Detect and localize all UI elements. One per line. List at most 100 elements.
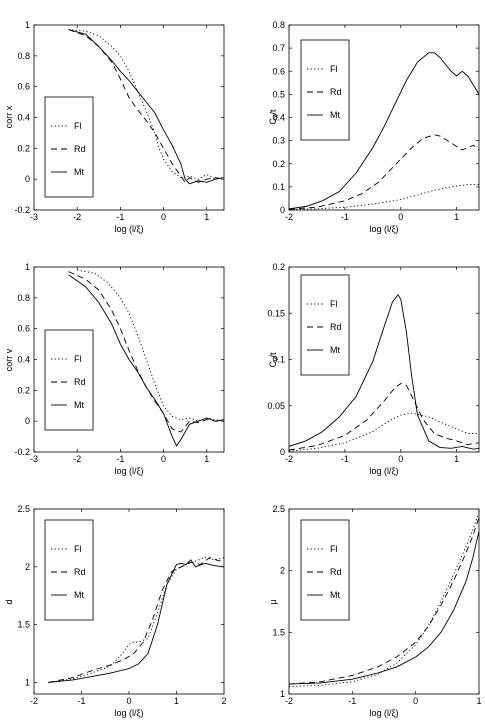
y-tick-label: 0 bbox=[280, 205, 285, 215]
x-axis-label: log (l/ξ) bbox=[114, 708, 143, 718]
x-tick-label: -2 bbox=[30, 696, 38, 706]
x-tick-label: 1 bbox=[174, 696, 179, 706]
y-tick-label: 0.8 bbox=[17, 51, 30, 61]
y-tick-label: 1 bbox=[25, 20, 30, 30]
series-group bbox=[289, 52, 479, 210]
y-axis-label-sub: v bbox=[273, 357, 280, 361]
legend: Fl Rd Mt bbox=[44, 519, 94, 621]
legend-label-fl: Fl bbox=[74, 354, 82, 364]
y-tick-label: 0.8 bbox=[272, 20, 285, 30]
series-line-mt bbox=[68, 274, 224, 447]
y-axis-label: Cx/t bbox=[268, 109, 280, 125]
y-tick-label: 0.3 bbox=[272, 136, 285, 146]
y-axis-label-rest: /t bbox=[268, 352, 278, 358]
y-tick-label: 1 bbox=[25, 677, 30, 687]
y-tick-label: 0.05 bbox=[267, 401, 285, 411]
y-tick-label: 2.5 bbox=[272, 504, 285, 514]
y-tick-label: 0.4 bbox=[17, 355, 30, 365]
series-line-rd bbox=[68, 29, 224, 184]
y-axis-label-main: C bbox=[268, 361, 278, 368]
series-line-mt bbox=[289, 531, 479, 685]
legend-label-rd: Rd bbox=[330, 322, 342, 332]
y-tick-label: 0.1 bbox=[272, 182, 285, 192]
x-tick-label: -3 bbox=[30, 454, 38, 464]
x-tick-label: 1 bbox=[454, 212, 459, 222]
x-axis-label: log (l/ξ) bbox=[114, 224, 143, 234]
legend-label-rd: Rd bbox=[74, 567, 86, 577]
x-tick-label: -1 bbox=[116, 212, 124, 222]
legend-label-rd: Rd bbox=[330, 87, 342, 97]
y-axis-label: Cv/t bbox=[268, 352, 280, 368]
x-tick-label: -2 bbox=[285, 454, 293, 464]
series-line-fl bbox=[289, 184, 479, 210]
y-tick-label: 0.1 bbox=[272, 355, 285, 365]
legend: Fl Rd Mt bbox=[44, 329, 94, 431]
y-axis-label: corr v bbox=[4, 348, 14, 371]
y-tick-label: 1 bbox=[25, 262, 30, 272]
x-tick-label: 2 bbox=[221, 696, 226, 706]
y-axis-label-rest: /t bbox=[268, 109, 278, 115]
legend-label-mt: Mt bbox=[330, 110, 340, 120]
y-tick-label: -0.2 bbox=[14, 205, 30, 215]
series-line-rd bbox=[68, 271, 224, 433]
legend-label-fl: Fl bbox=[330, 64, 338, 74]
y-tick-label: 0.7 bbox=[272, 43, 285, 53]
y-tick-label: 0.5 bbox=[272, 89, 285, 99]
legend: Fl Rd Mt bbox=[300, 519, 350, 621]
x-axis-label: log (l/ξ) bbox=[369, 224, 398, 234]
legend-label-fl: Fl bbox=[330, 299, 338, 309]
series-line-fl bbox=[48, 557, 224, 683]
x-tick-label: -1 bbox=[341, 454, 349, 464]
legend-box bbox=[300, 39, 350, 141]
x-tick-label: 1 bbox=[204, 454, 209, 464]
legend: Fl Rd Mt bbox=[44, 96, 94, 198]
legend-label-rd: Rd bbox=[74, 377, 86, 387]
x-axis-label: log (l/ξ) bbox=[369, 466, 398, 476]
y-tick-label: 1.5 bbox=[272, 627, 285, 637]
x-tick-label: 1 bbox=[204, 212, 209, 222]
series-line-rd bbox=[289, 517, 479, 685]
x-tick-label: 0 bbox=[413, 696, 418, 706]
x-tick-label: -1 bbox=[341, 212, 349, 222]
legend-label-fl: Fl bbox=[74, 544, 82, 554]
series-group bbox=[68, 269, 224, 447]
legend-label-fl: Fl bbox=[74, 121, 82, 131]
legend-label-mt: Mt bbox=[330, 345, 340, 355]
series-line-fl bbox=[289, 412, 479, 452]
x-tick-label: -2 bbox=[73, 212, 81, 222]
y-tick-label: 0.2 bbox=[272, 262, 285, 272]
chart-panel-3: -3 -2 -1 0 1 -0.2 0 0.2 0.4 0.6 0.8 1 log (l/ξ) corr … bbox=[4, 262, 225, 476]
y-axis-label: corr x bbox=[4, 105, 14, 128]
legend-label-mt: Mt bbox=[74, 590, 84, 600]
legend-label-mt: Mt bbox=[330, 590, 340, 600]
y-tick-label: -0.2 bbox=[14, 447, 30, 457]
y-tick-label: 0.6 bbox=[17, 82, 30, 92]
y-tick-label: 0.2 bbox=[272, 159, 285, 169]
plot-frame bbox=[288, 508, 480, 695]
legend-box bbox=[44, 96, 94, 198]
y-tick-label: 0.2 bbox=[17, 385, 30, 395]
y-tick-label: 0.6 bbox=[272, 66, 285, 76]
x-tick-label: -1 bbox=[116, 454, 124, 464]
legend-label-mt: Mt bbox=[74, 400, 84, 410]
y-tick-label: 0.6 bbox=[17, 324, 30, 334]
series-line-mt bbox=[289, 294, 479, 450]
series-line-fl bbox=[289, 512, 479, 688]
series-line-mt bbox=[289, 52, 479, 210]
series-line-rd bbox=[289, 134, 479, 210]
y-axis-label: d bbox=[4, 599, 14, 604]
x-tick-label: -1 bbox=[77, 696, 85, 706]
y-tick-label: 0 bbox=[280, 447, 285, 457]
series-line-mt bbox=[68, 29, 224, 185]
legend-label-mt: Mt bbox=[74, 167, 84, 177]
legend-label-rd: Rd bbox=[74, 144, 86, 154]
series-group bbox=[289, 512, 479, 688]
x-tick-label: -3 bbox=[30, 212, 38, 222]
series-line-fl bbox=[77, 269, 224, 422]
chart-panel-2: -2 -1 0 1 0 0.1 0.2 0.3 0.4 0.5 0.6 0.7 0.8 log (l/ξ)… bbox=[268, 20, 480, 234]
x-tick-label: 1 bbox=[476, 696, 481, 706]
x-tick-label: 0 bbox=[398, 212, 403, 222]
x-tick-label: 0 bbox=[398, 454, 403, 464]
legend-label-rd: Rd bbox=[330, 567, 342, 577]
